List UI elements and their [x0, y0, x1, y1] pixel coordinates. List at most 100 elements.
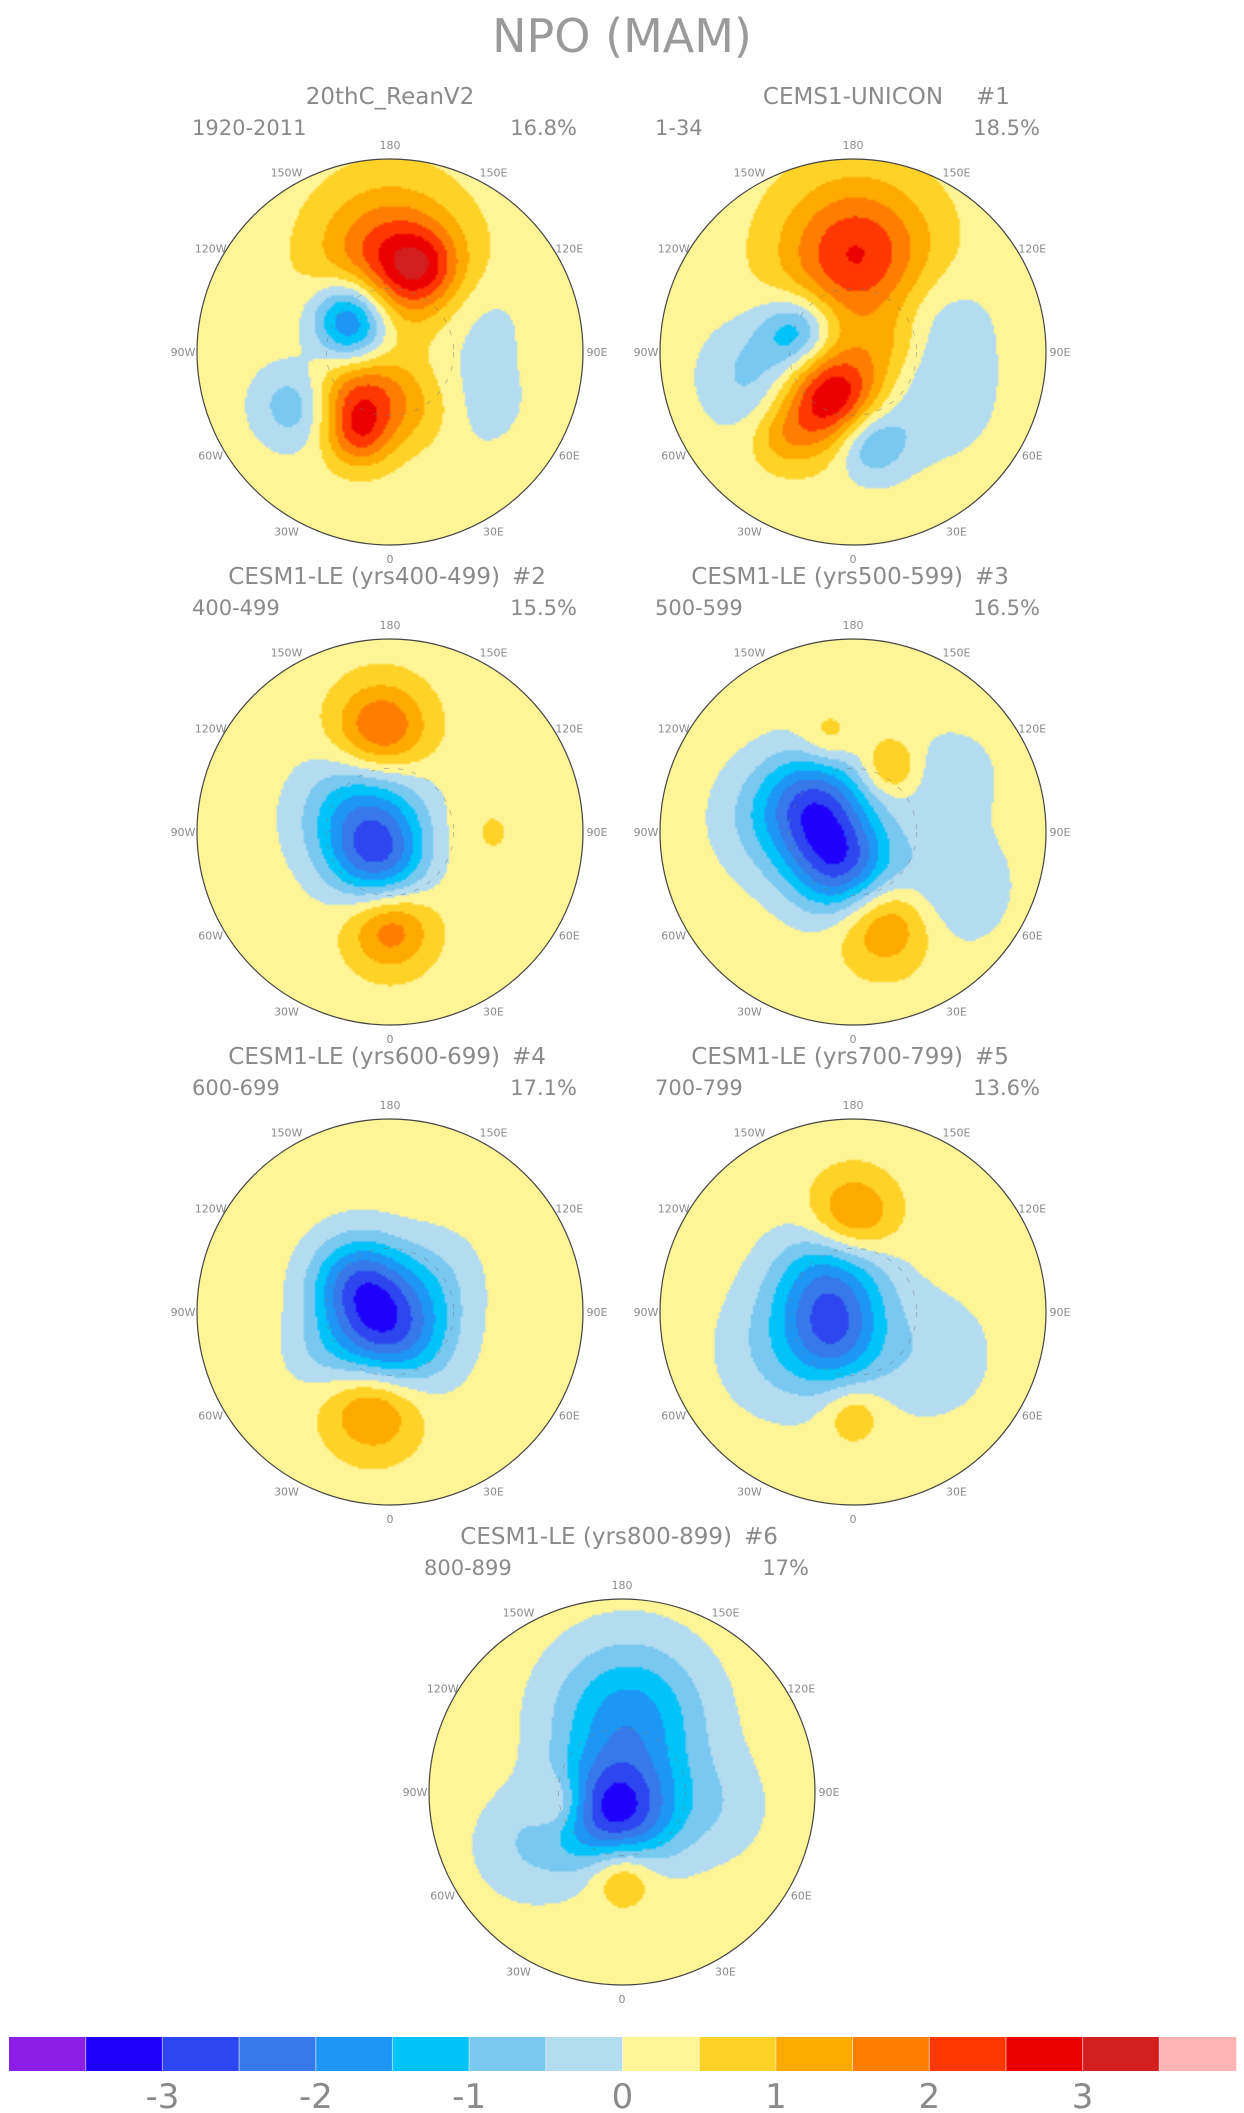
- lon-label: 120E: [1018, 1203, 1046, 1216]
- lon-label: 120E: [555, 723, 583, 736]
- lon-label: 0: [850, 553, 857, 566]
- colorbar-swatch: [9, 2037, 86, 2071]
- panel-title: CESM1-LE (yrs400-499): [228, 564, 500, 590]
- panel-member: #1: [976, 84, 1010, 110]
- lon-label: 120W: [195, 1203, 227, 1216]
- lon-label: 120W: [195, 243, 227, 256]
- lon-label: 60W: [198, 930, 223, 943]
- lon-label: 30W: [274, 1485, 299, 1498]
- lon-label: 120E: [1018, 243, 1046, 256]
- latitude-ring: [325, 287, 455, 417]
- lon-label: 180: [380, 619, 401, 632]
- field-contours: [197, 639, 583, 1025]
- lon-label: 150W: [271, 167, 303, 180]
- lon-label: 90E: [1050, 1306, 1071, 1319]
- lon-label: 60E: [559, 450, 580, 463]
- lon-label: 60W: [430, 1890, 455, 1903]
- lon-label: 120E: [555, 243, 583, 256]
- latitude-ring: [788, 767, 918, 897]
- map-border: [196, 638, 584, 1026]
- panel-variance: 15.5%: [510, 596, 577, 620]
- panel-years: 500-599: [655, 596, 743, 620]
- figure-title: NPO (MAM): [492, 9, 752, 63]
- lon-label: 30E: [715, 1965, 736, 1978]
- colorbar-swatch: [775, 2037, 853, 2071]
- lon-label: 90W: [634, 826, 659, 839]
- lon-label: 60E: [1022, 450, 1043, 463]
- colorbar-swatch: [1082, 2037, 1160, 2071]
- lon-label: 150W: [271, 647, 303, 660]
- lon-label: 90E: [1050, 826, 1071, 839]
- colorbar-tick-label: -3: [145, 2077, 179, 2113]
- panel-title: CESM1-LE (yrs500-599): [691, 564, 963, 590]
- latitude-ring: [325, 1247, 455, 1377]
- panel-years: 1920-2011: [192, 116, 306, 140]
- panel-title: 20thC_ReanV2: [306, 84, 475, 110]
- map-border: [659, 1118, 1047, 1506]
- panel-years: 1-34: [655, 116, 703, 140]
- lon-label: 90W: [171, 826, 196, 839]
- lon-label: 150W: [734, 167, 766, 180]
- lon-label: 60E: [1022, 1410, 1043, 1423]
- lon-label: 30W: [737, 1005, 762, 1018]
- lon-label: 90E: [587, 1306, 608, 1319]
- lon-label: 120W: [658, 723, 690, 736]
- map-panel-1: 180 150E 120E 90E 60E 30E 0 30W 60W 90W 120W 150W 20…: [171, 84, 608, 566]
- panel-variance: 16.8%: [510, 116, 577, 140]
- lon-label: 150W: [271, 1127, 303, 1140]
- colorbar-swatch: [469, 2037, 547, 2071]
- latitude-ring: [788, 287, 918, 417]
- colorbar-swatch: [1005, 2037, 1083, 2071]
- latitude-ring: [788, 1247, 918, 1377]
- colorbar-tick-label: 1: [765, 2077, 787, 2113]
- colorbar-swatch: [239, 2037, 317, 2071]
- lon-label: 150W: [734, 647, 766, 660]
- lon-label: 30W: [737, 525, 762, 538]
- lon-label: 60E: [791, 1890, 812, 1903]
- lon-label: 0: [850, 1033, 857, 1046]
- lon-label: 30W: [274, 1005, 299, 1018]
- panel-member: #2: [512, 564, 546, 590]
- map-panel-3: 180 150E 120E 90E 60E 30E 0 30W 60W 90W 120W 150W CE…: [171, 564, 608, 1046]
- lon-label: 0: [619, 1993, 626, 2006]
- lon-label: 120E: [555, 1203, 583, 1216]
- lon-label: 150E: [943, 167, 971, 180]
- colorbar-tick-label: -2: [299, 2077, 333, 2113]
- panel-member: #4: [512, 1044, 546, 1070]
- lon-label: 30E: [483, 1005, 504, 1018]
- lon-label: 150E: [943, 1127, 971, 1140]
- lon-label: 180: [843, 139, 864, 152]
- panel-title: CEMS1-UNICON: [763, 84, 943, 110]
- latitude-ring: [557, 1727, 687, 1857]
- colorbar-swatch: [1159, 2037, 1237, 2071]
- lon-label: 30E: [483, 525, 504, 538]
- lon-label: 150E: [480, 1127, 508, 1140]
- lon-label: 180: [843, 619, 864, 632]
- field-contours: [660, 639, 1046, 1025]
- lon-label: 0: [387, 553, 394, 566]
- panel-years: 800-899: [424, 1556, 512, 1580]
- panel-years: 400-499: [192, 596, 280, 620]
- lon-label: 120W: [658, 1203, 690, 1216]
- colorbar-swatch: [622, 2037, 700, 2071]
- lon-label: 120E: [1018, 723, 1046, 736]
- colorbar-tick-label: -1: [452, 2077, 486, 2113]
- panel-years: 700-799: [655, 1076, 743, 1100]
- panel-years: 600-699: [192, 1076, 280, 1100]
- lon-label: 60W: [661, 930, 686, 943]
- lon-label: 180: [612, 1579, 633, 1592]
- lon-label: 60W: [198, 450, 223, 463]
- colorbar-swatch: [315, 2037, 393, 2071]
- map-panel-4: 180 150E 120E 90E 60E 30E 0 30W 60W 90W 120W 150W CE…: [634, 564, 1071, 1046]
- map-panel-7: 180 150E 120E 90E 60E 30E 0 30W 60W 90W 120W 150W CE…: [403, 1524, 840, 2006]
- panel-member: #5: [975, 1044, 1009, 1070]
- lon-label: 90E: [819, 1786, 840, 1799]
- map-border: [428, 1598, 816, 1986]
- lon-label: 90W: [634, 346, 659, 359]
- lon-label: 180: [380, 1099, 401, 1112]
- lon-label: 60E: [559, 930, 580, 943]
- lon-label: 30E: [946, 1485, 967, 1498]
- lon-label: 30W: [506, 1965, 531, 1978]
- lon-label: 180: [380, 139, 401, 152]
